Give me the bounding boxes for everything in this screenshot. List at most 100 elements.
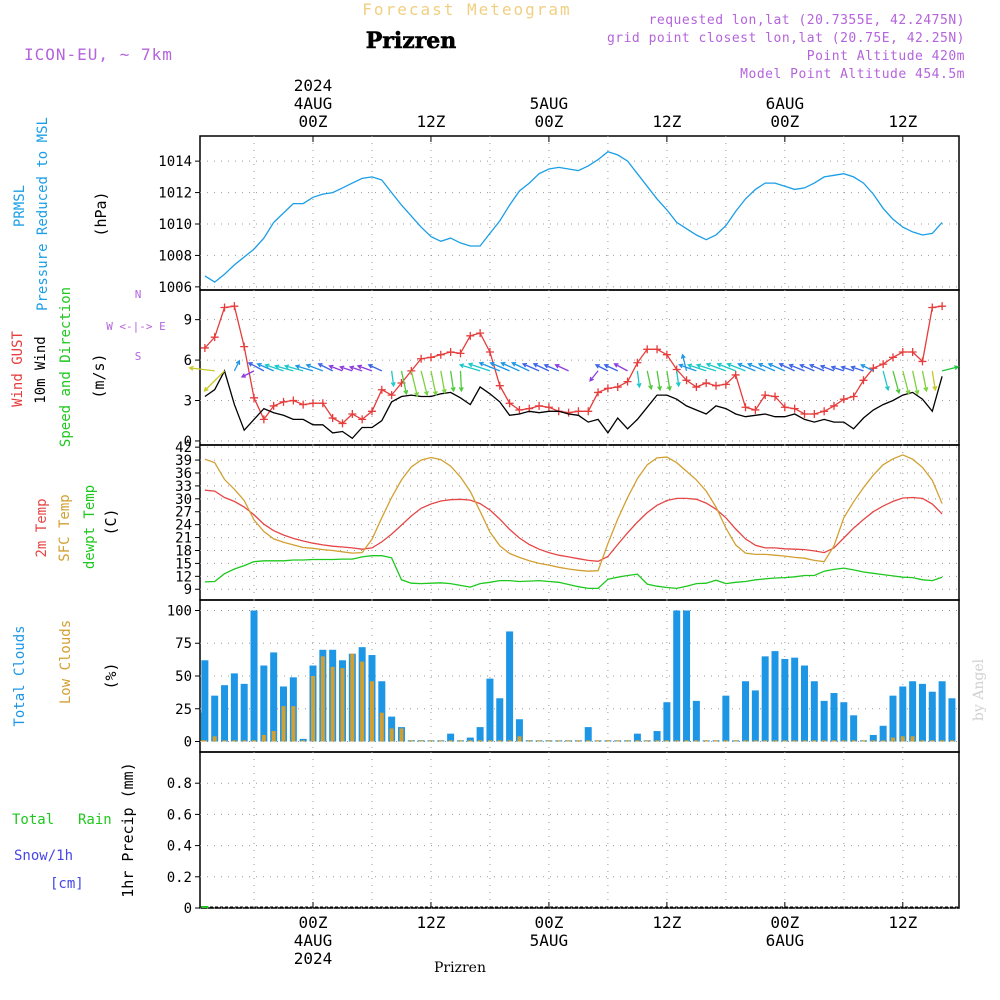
low-clouds-bar [802, 740, 807, 742]
low-clouds-label: Low Clouds [58, 620, 74, 704]
low-clouds-bar [733, 740, 738, 742]
low-clouds-bar [753, 740, 758, 742]
y-tick-label: 6 [184, 353, 192, 369]
gust-marker [692, 383, 701, 392]
precip-panel-labels: Total Rain Snow/1h [cm] 1hr Precip (mm) [12, 762, 137, 897]
wind-speed-dir-label: Speed and Direction [58, 287, 74, 447]
low-clouds-bar [271, 731, 276, 742]
low-clouds-bar [537, 740, 542, 742]
time-label-top: 12Z [888, 112, 917, 131]
time-label-bottom: 4AUG [294, 931, 333, 950]
total-clouds-bar [801, 665, 808, 742]
legend-total: Total [12, 812, 54, 828]
low-clouds-bar [527, 740, 532, 742]
low-clouds-bar [202, 740, 207, 742]
wind-direction-arrow [554, 363, 569, 372]
total-clouds-bar [201, 660, 209, 742]
wind-direction-arrow [678, 363, 697, 372]
10m-wind-line [204, 369, 943, 440]
total-clouds-bar [447, 733, 455, 742]
precip-panel-frame [199, 751, 960, 909]
low-clouds-bar [340, 668, 345, 742]
grid-layer [200, 136, 959, 909]
low-clouds-bar [723, 740, 728, 742]
y-tick-label: 39 [175, 453, 192, 469]
low-clouds-bar [458, 740, 463, 742]
total-rain-bar [201, 906, 209, 908]
gust-marker [485, 348, 494, 356]
gust-marker [309, 399, 317, 408]
low-clouds-bar [910, 736, 915, 742]
wind-direction-arrow [911, 370, 920, 396]
total-clouds-bar [938, 681, 946, 742]
gust-marker [240, 342, 249, 351]
low-clouds-bar [389, 728, 394, 742]
compass-north: N [135, 288, 142, 301]
time-label-top: 2024 [294, 76, 333, 95]
total-clouds-bar [230, 673, 238, 742]
low-clouds-bar [792, 740, 797, 742]
total-clouds-bar [476, 727, 484, 742]
low-clouds-bar [252, 740, 257, 742]
total-clouds-bar [850, 715, 858, 742]
low-clouds-bar [320, 656, 325, 742]
gust-marker [741, 403, 750, 412]
total-clouds-bar [653, 731, 661, 742]
wind-direction-arrow [686, 363, 707, 372]
low-clouds-bar [517, 736, 522, 742]
low-clouds-bar [212, 736, 217, 742]
gust-marker [456, 349, 465, 358]
low-clouds-bar [881, 740, 886, 742]
wind-direction-arrow [458, 370, 464, 393]
total-clouds-bar [810, 681, 818, 742]
gust-marker [780, 403, 789, 412]
low-clouds-bar [576, 740, 581, 742]
gust-marker [358, 415, 367, 424]
wind-direction-arrow [799, 363, 815, 372]
gust-marker [279, 397, 288, 406]
total-clouds-bar [270, 652, 278, 742]
low-clouds-bar [704, 740, 709, 742]
low-clouds-bar [281, 706, 286, 742]
wind-direction-arrow [716, 362, 736, 372]
wind-direction-arrow [500, 361, 520, 372]
low-clouds-bar [714, 740, 719, 742]
low-clouds-bar [645, 740, 650, 742]
total-clouds-bar [633, 733, 641, 742]
low-clouds-bar [822, 740, 827, 742]
low-clouds-bar [605, 740, 610, 742]
footer-station: Prizren [434, 960, 486, 976]
subtitle: Forecast Meteogram [362, 0, 571, 19]
wind-direction-arrow [941, 365, 960, 372]
watermark: by Angel [971, 658, 987, 721]
low-clouds-bar [586, 740, 591, 742]
gust-marker [584, 407, 593, 416]
low-clouds-bar [242, 740, 247, 742]
wind-direction-arrow [737, 362, 756, 372]
total-clouds-bar [486, 678, 494, 742]
low-clouds-bar [232, 740, 237, 742]
gust-marker [712, 381, 721, 390]
gust-marker [387, 391, 396, 400]
low-clouds-bar [890, 737, 895, 742]
gust-marker [800, 410, 809, 418]
gust-marker [810, 410, 819, 418]
wind-direction-arrow [390, 370, 396, 388]
wind-direction-arrow [274, 364, 294, 372]
gust-marker [220, 303, 229, 312]
wind-direction-arrow [511, 361, 530, 372]
gust-marker [643, 345, 652, 354]
gust-marker [839, 395, 848, 404]
low-clouds-bar [871, 740, 876, 742]
gust-marker [476, 329, 485, 338]
low-clouds-bar [468, 740, 473, 742]
low-clouds-bar [596, 740, 601, 742]
time-label-bottom: 5AUG [530, 931, 569, 950]
gust-marker [771, 392, 780, 401]
gust-marker [417, 354, 426, 363]
time-label-bottom: 2024 [294, 949, 333, 968]
total-clouds-bar [299, 738, 307, 742]
wind-direction-arrow [339, 365, 353, 372]
low-clouds-bar [301, 740, 306, 742]
